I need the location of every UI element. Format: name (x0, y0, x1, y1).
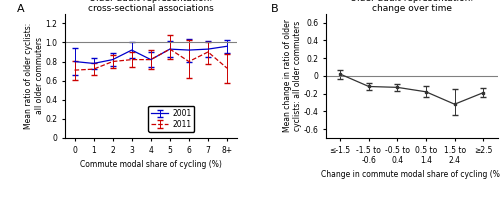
X-axis label: Change in commute modal share of cycling (%): Change in commute modal share of cycling… (320, 170, 500, 179)
Title: Older adult representation:
cross-sectional associations: Older adult representation: cross-sectio… (88, 0, 214, 13)
Title: Older adult representation:
change over time: Older adult representation: change over … (350, 0, 474, 13)
X-axis label: Commute modal share of cycling (%): Commute modal share of cycling (%) (80, 160, 222, 169)
Y-axis label: Mean change in ratio of older
cyclists: all older commuters: Mean change in ratio of older cyclists: … (282, 19, 302, 132)
Y-axis label: Mean ratio of older cyclists:
all older commuters: Mean ratio of older cyclists: all older … (24, 23, 44, 129)
Legend: 2001, 2011: 2001, 2011 (148, 106, 194, 132)
Text: B: B (271, 4, 278, 14)
Text: A: A (17, 4, 24, 14)
